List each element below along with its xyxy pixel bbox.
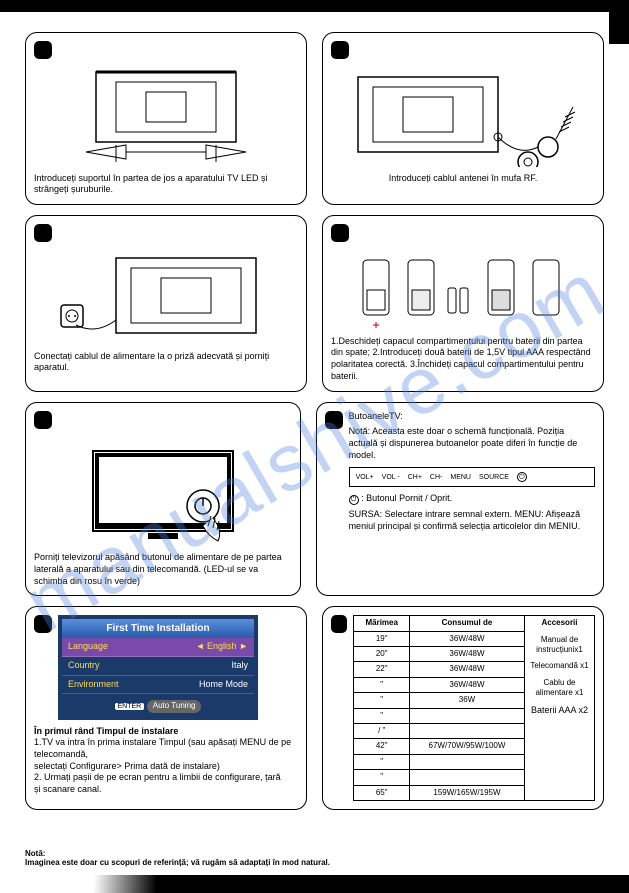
btn-label: CH- [430,473,442,482]
fti-key: Country [68,660,100,672]
acc-item: Cablu de alimentare x1 [529,678,590,699]
illus-antenna [331,67,595,167]
illus-power [34,250,298,345]
illus-stand [34,67,298,167]
caption: Introduceți suportul în partea de jos a … [34,173,298,196]
btn-label: SOURCE [479,473,509,482]
fti-enter: ENTER [115,703,145,710]
fti-row: Country Italy [62,657,254,676]
content-grid: Introduceți suportul în partea de jos a … [0,12,629,810]
fti-heading: În primul rând Timpul de instalare [34,726,298,738]
note-text: Imaginea este doar cu scopuri de referin… [25,858,330,867]
remote-battery-svg [348,250,578,330]
tv-stand-svg [66,67,266,167]
caption: Conectați cablul de alimentare la o priz… [34,351,298,374]
card-buttons: ButoaneleTV: Notă: Aceasta este doar o s… [316,402,604,597]
spec-table: Mărimea Consumul de Accesorii Manual de … [353,615,595,801]
btn-label: CH+ [408,473,422,482]
illus-battery [331,250,595,330]
step-badge [331,224,349,242]
caption: 1.Deschideți capacul compartimentului pe… [331,336,595,383]
btn-label: MENU [450,473,471,482]
step-badge [331,41,349,59]
power-text: : Butonul Pornit / Oprit. [361,493,452,503]
buttons-title: ButoaneleTV: [349,411,595,423]
source-desc: SURSA: Selectare intrare semnal extern. … [349,509,595,532]
illus-turn-on [34,436,292,546]
power-icon: ⏻ [517,472,527,482]
step-badge [325,411,343,429]
note-title: Notă: [25,849,45,858]
acc-item: Manual de instrucțiunix1 [529,635,590,656]
fti-val: English [207,641,237,651]
card-specs: Mărimea Consumul de Accesorii Manual de … [322,606,604,810]
acc-item: Baterii AAA x2 [529,705,590,717]
fti-auto-tuning: Auto Tuning [147,700,202,712]
footer-bar [0,875,629,893]
card-fti: First Time Installation Language ◄ Engli… [25,606,307,810]
card-antenna: Introduceți cablul antenei în mufa RF. [322,32,604,205]
top-bar [0,0,629,12]
fti-row: Language ◄ English ► [62,638,254,657]
step-badge [331,615,347,633]
fti-key: Language [68,641,108,653]
th-size: Mărimea [354,616,410,631]
tv-power-svg [56,250,276,345]
fti-val: Italy [231,660,248,672]
fti-title: First Time Installation [62,619,254,638]
fti-val: Home Mode [199,679,248,691]
caption: Porniți televizorul apăsând butonul de a… [34,552,292,587]
th-acc: Accesorii Manual de instrucțiunix1 Telec… [525,616,595,801]
page-tab [609,8,629,44]
tv-hand-svg [63,436,263,546]
card-stand: Introduceți suportul în partea de jos a … [25,32,307,205]
acc-item: Telecomandă x1 [529,661,590,671]
acc-header: Accesorii [529,618,590,628]
fti-screenshot: First Time Installation Language ◄ Engli… [58,615,258,719]
power-icon: ⏻ [349,495,359,505]
btn-label: VOL - [382,473,400,482]
card-power: Conectați cablul de alimentare la o priz… [25,215,307,391]
fti-row: Environment Home Mode [62,676,254,695]
caption: Introduceți cablul antenei în mufa RF. [331,173,595,185]
step-badge [34,224,52,242]
fti-key: Environment [68,679,119,691]
button-strip: VOL+ VOL - CH+ CH- MENU SOURCE ⏻ [349,467,595,487]
th-power: Consumul de [409,616,524,631]
btn-label: VOL+ [356,473,374,482]
footer: Notă: Imaginea este doar cu scopuri de r… [0,849,629,893]
card-turn-on: Porniți televizorul apăsând butonul de a… [25,402,301,597]
card-battery: 1.Deschideți capacul compartimentului pe… [322,215,604,391]
buttons-note: Notă: Aceasta este doar o schemă funcțio… [349,426,595,461]
fti-text: 1.TV va intra în prima instalare Timpul … [34,737,298,795]
step-badge [34,41,52,59]
step-badge [34,411,52,429]
tv-antenna-svg [348,67,578,167]
power-desc: ⏻ : Butonul Pornit / Oprit. [349,493,595,505]
step-badge [34,615,52,633]
